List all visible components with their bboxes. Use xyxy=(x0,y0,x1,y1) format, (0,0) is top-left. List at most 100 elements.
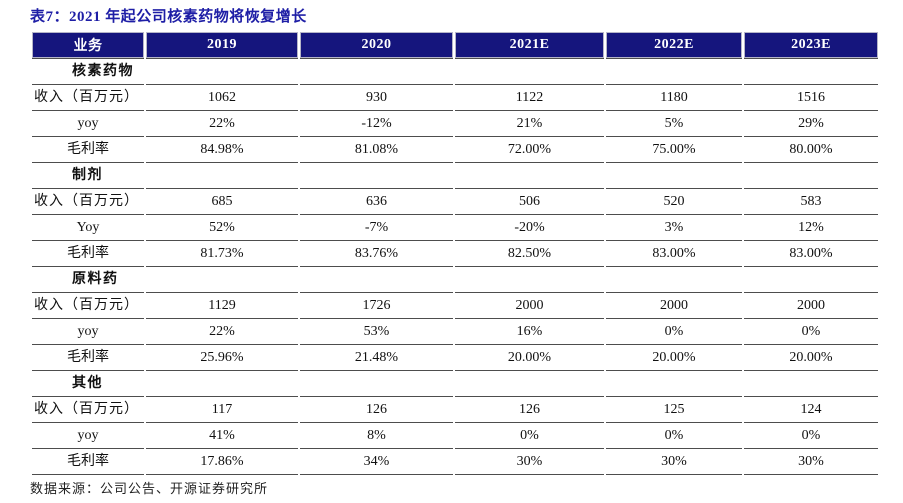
row-label: 收入（百万元） xyxy=(32,85,144,111)
section-row: 原料药 xyxy=(32,267,878,293)
empty-cell xyxy=(455,267,604,293)
empty-cell xyxy=(146,58,298,85)
empty-cell xyxy=(300,163,453,189)
value-cell: 29% xyxy=(744,111,878,137)
row-label: 毛利率 xyxy=(32,345,144,371)
column-header-business: 业务 xyxy=(32,32,144,58)
value-cell: 30% xyxy=(744,449,878,475)
value-cell: 126 xyxy=(300,397,453,423)
value-cell: 0% xyxy=(455,423,604,449)
value-cell: 20.00% xyxy=(455,345,604,371)
value-cell: 72.00% xyxy=(455,137,604,163)
empty-cell xyxy=(146,267,298,293)
table-row: 收入（百万元） 1129 1726 2000 2000 2000 xyxy=(32,293,878,319)
value-cell: 84.98% xyxy=(146,137,298,163)
row-label: 毛利率 xyxy=(32,137,144,163)
value-cell: 2000 xyxy=(744,293,878,319)
value-cell: 3% xyxy=(606,215,742,241)
value-cell: 124 xyxy=(744,397,878,423)
value-cell: 0% xyxy=(606,423,742,449)
value-cell: 82.50% xyxy=(455,241,604,267)
value-cell: 17.86% xyxy=(146,449,298,475)
value-cell: 83.76% xyxy=(300,241,453,267)
value-cell: 117 xyxy=(146,397,298,423)
financial-table: 业务 2019 2020 2021E 2022E 2023E 核素药物 收入（百万… xyxy=(30,32,880,475)
section-row: 核素药物 xyxy=(32,58,878,85)
value-cell: 2000 xyxy=(455,293,604,319)
value-cell: 0% xyxy=(744,423,878,449)
data-source-note: 数据来源：公司公告、开源证券研究所 xyxy=(30,481,269,496)
value-cell: -20% xyxy=(455,215,604,241)
empty-cell xyxy=(606,58,742,85)
value-cell: -7% xyxy=(300,215,453,241)
value-cell: 1062 xyxy=(146,85,298,111)
value-cell: 83.00% xyxy=(744,241,878,267)
value-cell: 21% xyxy=(455,111,604,137)
table-row: 收入（百万元） 117 126 126 125 124 xyxy=(32,397,878,423)
column-header-2023e: 2023E xyxy=(744,32,878,58)
empty-cell xyxy=(744,371,878,397)
value-cell: 25.96% xyxy=(146,345,298,371)
empty-cell xyxy=(146,371,298,397)
value-cell: 126 xyxy=(455,397,604,423)
empty-cell xyxy=(300,267,453,293)
row-label: Yoy xyxy=(32,215,144,241)
value-cell: 81.08% xyxy=(300,137,453,163)
column-header-2021e: 2021E xyxy=(455,32,604,58)
empty-cell xyxy=(606,163,742,189)
value-cell: 16% xyxy=(455,319,604,345)
row-label: yoy xyxy=(32,423,144,449)
table-row: 毛利率 25.96% 21.48% 20.00% 20.00% 20.00% xyxy=(32,345,878,371)
value-cell: 0% xyxy=(744,319,878,345)
value-cell: 636 xyxy=(300,189,453,215)
value-cell: 125 xyxy=(606,397,742,423)
value-cell: 53% xyxy=(300,319,453,345)
value-cell: 75.00% xyxy=(606,137,742,163)
row-label: yoy xyxy=(32,319,144,345)
value-cell: 22% xyxy=(146,111,298,137)
empty-cell xyxy=(744,163,878,189)
row-label: 毛利率 xyxy=(32,449,144,475)
section-name: 核素药物 xyxy=(32,58,144,85)
value-cell: 1516 xyxy=(744,85,878,111)
value-cell: 5% xyxy=(606,111,742,137)
row-label: yoy xyxy=(32,111,144,137)
value-cell: 34% xyxy=(300,449,453,475)
value-cell: -12% xyxy=(300,111,453,137)
value-cell: 583 xyxy=(744,189,878,215)
empty-cell xyxy=(606,371,742,397)
value-cell: 83.00% xyxy=(606,241,742,267)
table-row: 收入（百万元） 685 636 506 520 583 xyxy=(32,189,878,215)
table-body: 核素药物 收入（百万元） 1062 930 1122 1180 1516 yoy 22% -12%… xyxy=(32,58,878,475)
column-header-2022e: 2022E xyxy=(606,32,742,58)
table-title: 表7：2021 年起公司核素药物将恢复增长 xyxy=(30,9,307,25)
value-cell: 1129 xyxy=(146,293,298,319)
value-cell: 1180 xyxy=(606,85,742,111)
value-cell: 81.73% xyxy=(146,241,298,267)
table-row: yoy 41% 8% 0% 0% 0% xyxy=(32,423,878,449)
table-row: 毛利率 81.73% 83.76% 82.50% 83.00% 83.00% xyxy=(32,241,878,267)
table-row: 收入（百万元） 1062 930 1122 1180 1516 xyxy=(32,85,878,111)
empty-cell xyxy=(300,58,453,85)
section-name: 其他 xyxy=(32,371,144,397)
empty-cell xyxy=(455,58,604,85)
section-name: 原料药 xyxy=(32,267,144,293)
value-cell: 41% xyxy=(146,423,298,449)
value-cell: 30% xyxy=(606,449,742,475)
table-row: 毛利率 17.86% 34% 30% 30% 30% xyxy=(32,449,878,475)
value-cell: 506 xyxy=(455,189,604,215)
column-header-2020: 2020 xyxy=(300,32,453,58)
section-row: 制剂 xyxy=(32,163,878,189)
row-label: 收入（百万元） xyxy=(32,293,144,319)
section-name: 制剂 xyxy=(32,163,144,189)
value-cell: 1726 xyxy=(300,293,453,319)
value-cell: 2000 xyxy=(606,293,742,319)
row-label: 毛利率 xyxy=(32,241,144,267)
empty-cell xyxy=(744,267,878,293)
header-row: 业务 2019 2020 2021E 2022E 2023E xyxy=(32,32,878,58)
value-cell: 8% xyxy=(300,423,453,449)
row-label: 收入（百万元） xyxy=(32,397,144,423)
empty-cell xyxy=(744,58,878,85)
value-cell: 1122 xyxy=(455,85,604,111)
